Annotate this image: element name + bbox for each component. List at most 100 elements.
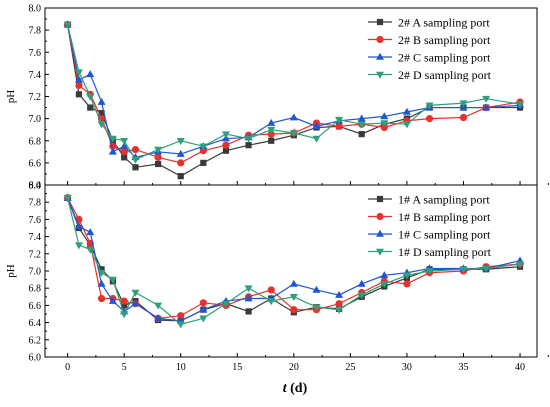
- data-point: [335, 306, 344, 314]
- data-point: [402, 121, 411, 129]
- data-point: [154, 153, 162, 161]
- data-point: [245, 142, 252, 149]
- data-point: [120, 137, 129, 145]
- data-point: [177, 173, 184, 180]
- data-point: [120, 297, 128, 305]
- legend-marker: [376, 52, 384, 60]
- data-point: [402, 272, 411, 280]
- legend-label: 2# C sampling port: [398, 51, 491, 65]
- data-point: [516, 101, 525, 109]
- x-tick-label: 30: [402, 362, 412, 373]
- legend-label: 1# D sampling port: [398, 245, 492, 259]
- y-axis-title: pH: [5, 90, 17, 104]
- y-tick-label: 7.0: [29, 114, 42, 125]
- data-point: [177, 159, 185, 167]
- data-point: [402, 107, 411, 115]
- data-point: [63, 21, 72, 29]
- data-point: [131, 146, 140, 154]
- legend-label: 2# A sampling port: [398, 16, 490, 30]
- y-tick-label: 6.4: [29, 181, 42, 192]
- data-point: [97, 269, 106, 277]
- data-point: [108, 147, 117, 155]
- data-point: [244, 294, 253, 302]
- data-point: [98, 266, 105, 273]
- y-axis-title: pH: [5, 264, 17, 278]
- legend-label: 1# A sampling port: [398, 193, 490, 207]
- data-point: [75, 81, 83, 90]
- data-point: [290, 306, 298, 314]
- data-point: [200, 159, 207, 166]
- data-point: [120, 311, 129, 319]
- data-point: [63, 195, 72, 203]
- y-tick-label: 7.8: [29, 26, 42, 37]
- data-point: [268, 137, 275, 144]
- legend-bottom: 1# A sampling port 1# B sampling port 1# C…: [368, 193, 492, 259]
- data-point: [154, 314, 163, 322]
- y-tick-label: 7.4: [29, 70, 42, 81]
- y-tick-label: 6.0: [29, 353, 42, 364]
- data-point: [380, 281, 389, 289]
- data-point: [425, 102, 434, 110]
- data-point: [97, 97, 106, 105]
- data-point: [74, 242, 83, 250]
- data-point: [120, 148, 128, 156]
- data-point: [335, 122, 343, 130]
- data-point: [459, 100, 468, 108]
- data-point: [335, 290, 344, 298]
- data-point: [267, 130, 275, 138]
- y-tick-label: 7.2: [29, 249, 42, 260]
- legend-marker: [376, 248, 384, 256]
- data-point: [267, 286, 275, 294]
- data-point: [312, 122, 321, 130]
- data-point: [482, 103, 491, 111]
- data-point: [312, 135, 321, 143]
- data-point: [120, 142, 129, 150]
- y-tick-label: 6.8: [29, 136, 42, 147]
- data-point: [86, 246, 95, 254]
- data-point: [132, 164, 139, 171]
- data-point: [244, 135, 253, 143]
- data-point: [245, 308, 252, 315]
- x-tick-label: 5: [122, 362, 127, 373]
- legend-label: 2# D sampling port: [398, 68, 492, 82]
- data-point: [75, 91, 83, 98]
- data-point: [335, 300, 343, 308]
- data-point: [459, 266, 468, 274]
- data-point: [482, 95, 491, 103]
- x-tick-label: 20: [289, 362, 299, 373]
- data-point: [131, 289, 140, 297]
- y-tick-label: 7.0: [29, 267, 42, 278]
- x-tick-label: 15: [232, 362, 242, 373]
- data-point: [199, 305, 208, 313]
- data-point: [425, 115, 434, 123]
- plot-panel-top: 6.4 6.6 6.8 7.0 7.2 7.4 7.6 7.8 8.0 pH 2# A sampli…: [5, 4, 549, 192]
- data-point: [155, 160, 162, 168]
- legend-marker: [376, 212, 384, 221]
- data-point: [176, 149, 185, 157]
- x-tick-label: 0: [65, 362, 70, 373]
- x-tick-label: 25: [345, 362, 355, 373]
- y-tick-label: 7.4: [29, 232, 42, 243]
- data-point: [289, 113, 298, 121]
- legend-marker: [376, 71, 384, 79]
- data-point: [74, 75, 83, 83]
- y-tick-label: 6.2: [29, 335, 42, 346]
- data-point: [267, 298, 276, 306]
- y-tick-label: 6.6: [29, 158, 42, 169]
- data-point: [97, 279, 106, 287]
- data-point: [87, 104, 94, 111]
- data-point: [121, 154, 128, 161]
- data-point: [199, 315, 208, 323]
- x-axis-title: t (d): [283, 381, 308, 396]
- data-point: [86, 93, 95, 101]
- plot-panel-bottom: 6.0 6.2 6.4 6.6 6.8 7.0 7.2 7.4 7.6 7.8 8.0 0 5 10 15 2…: [5, 181, 549, 396]
- legend-marker: [376, 229, 384, 237]
- y-tick-label: 6.4: [29, 318, 42, 329]
- y-tick-label: 8.0: [29, 4, 42, 15]
- data-point: [516, 261, 525, 269]
- data-point: [86, 228, 95, 236]
- y-tick-label: 7.8: [29, 198, 42, 209]
- legend-label: 1# C sampling port: [398, 228, 491, 242]
